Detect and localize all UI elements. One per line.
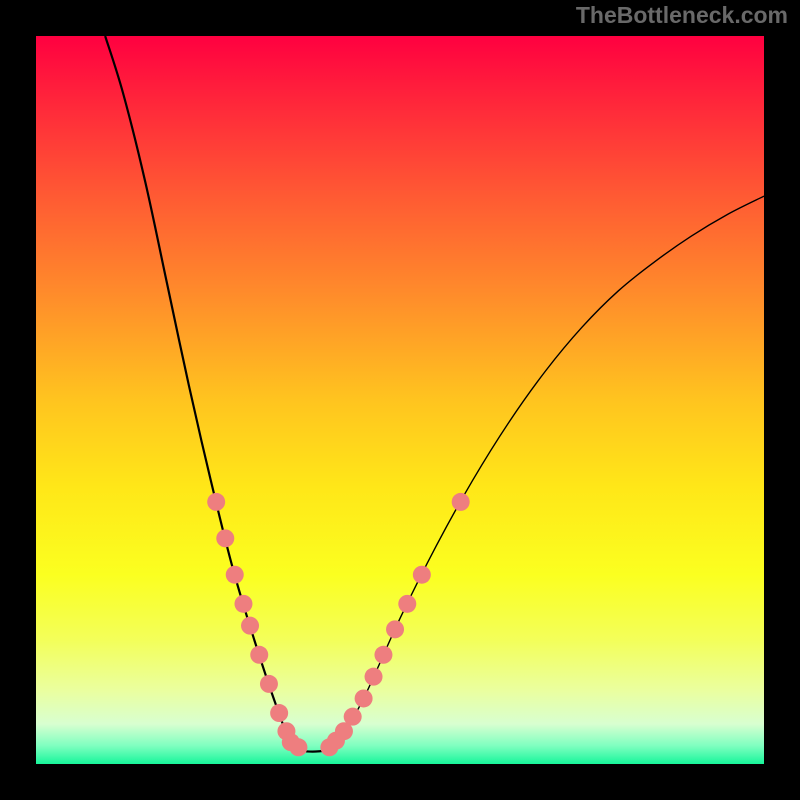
- marker-left-5: [250, 646, 268, 664]
- marker-right-5: [365, 668, 383, 686]
- marker-left-3: [234, 595, 252, 613]
- marker-left-7: [270, 704, 288, 722]
- marker-left-10: [289, 738, 307, 756]
- marker-right-7: [386, 620, 404, 638]
- curve-right-branch: [327, 196, 764, 750]
- marker-left-1: [216, 529, 234, 547]
- chart-frame: TheBottleneck.com: [0, 0, 800, 800]
- marker-right-3: [344, 708, 362, 726]
- curve-layer: [0, 0, 800, 800]
- watermark-text: TheBottleneck.com: [576, 2, 788, 29]
- marker-right-8: [398, 595, 416, 613]
- marker-left-4: [241, 617, 259, 635]
- marker-right-10: [452, 493, 470, 511]
- marker-right-4: [355, 689, 373, 707]
- marker-left-0: [207, 493, 225, 511]
- marker-left-2: [226, 566, 244, 584]
- curve-left-branch: [105, 36, 334, 752]
- marker-right-9: [413, 566, 431, 584]
- marker-left-6: [260, 675, 278, 693]
- marker-right-6: [374, 646, 392, 664]
